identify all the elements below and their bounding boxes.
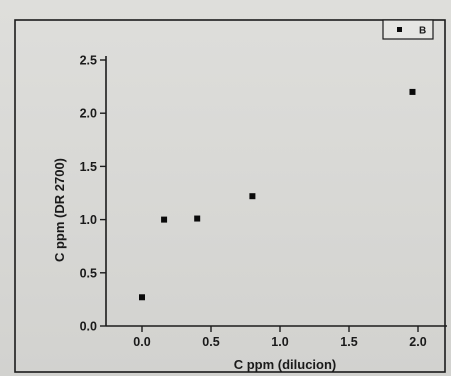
y-tick-label: 1.0	[80, 213, 97, 227]
y-tick-label: 2.0	[80, 107, 97, 121]
y-axis: 0.0 0.5 1.0 1.5 2.0 2.5	[80, 54, 107, 334]
y-axis-label: C ppm (DR 2700)	[52, 158, 67, 262]
data-point	[139, 294, 145, 301]
y-tick-label: 1.5	[80, 160, 97, 174]
legend-marker	[397, 27, 402, 32]
x-tick-label: 1.5	[340, 335, 357, 349]
x-tick-label: 0.0	[133, 335, 150, 349]
legend: B	[382, 19, 434, 40]
data-point	[249, 193, 256, 200]
y-tick-label: 0.0	[80, 320, 97, 334]
x-axis-label: C ppm (dilucion)	[234, 357, 337, 372]
x-tick-label: 1.0	[271, 335, 288, 349]
y-tick-label: 2.5	[80, 54, 97, 68]
y-tick-label: 0.5	[80, 266, 97, 280]
data-point	[194, 215, 201, 222]
legend-box	[382, 19, 434, 40]
data-point	[409, 88, 416, 95]
x-tick-label: 0.5	[202, 335, 219, 349]
legend-label: B	[419, 26, 426, 37]
data-point	[161, 216, 168, 223]
data-points	[139, 88, 416, 301]
x-axis: 0.0 0.5 1.0 1.5 2.0	[106, 325, 447, 349]
outer-frame	[14, 19, 446, 373]
x-tick-label: 2.0	[409, 335, 426, 349]
